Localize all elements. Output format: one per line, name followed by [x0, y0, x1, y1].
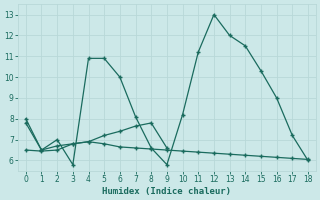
X-axis label: Humidex (Indice chaleur): Humidex (Indice chaleur)	[102, 187, 231, 196]
